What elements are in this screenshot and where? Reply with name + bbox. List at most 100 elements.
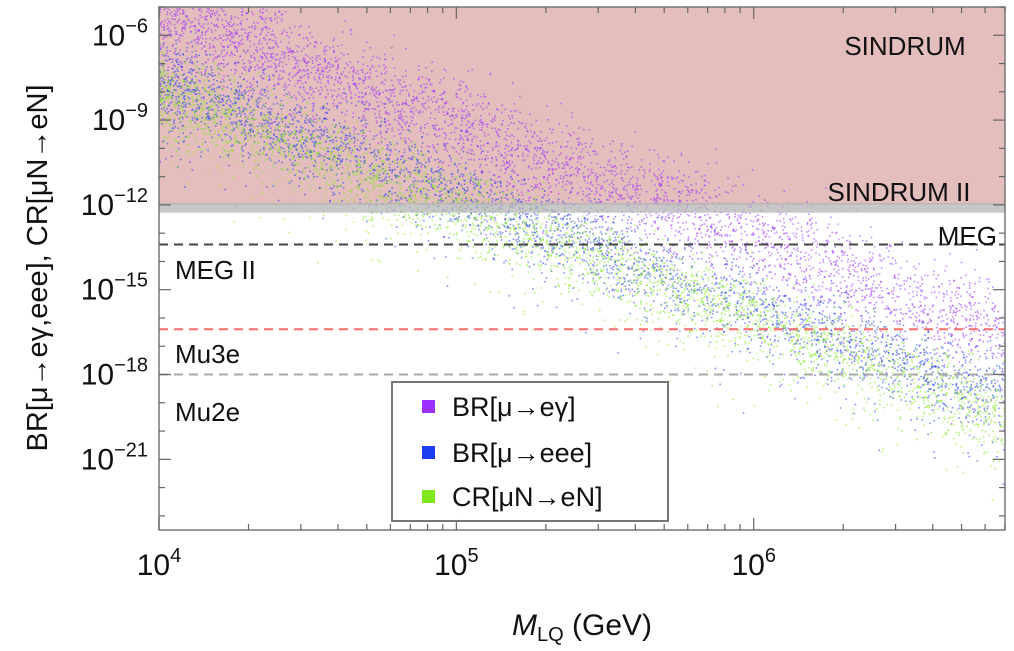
scatter-point — [574, 259, 577, 262]
scatter-point — [900, 266, 902, 269]
scatter-point — [278, 65, 280, 67]
scatter-point — [540, 201, 543, 203]
scatter-point — [352, 70, 354, 72]
scatter-point — [621, 245, 623, 247]
scatter-point — [399, 92, 401, 95]
scatter-point — [300, 50, 303, 52]
scatter-point — [238, 119, 241, 122]
scatter-point — [536, 214, 539, 216]
scatter-point — [618, 194, 621, 196]
scatter-point — [609, 195, 611, 197]
scatter-point — [291, 50, 293, 53]
scatter-point — [354, 139, 356, 142]
scatter-point — [449, 179, 452, 182]
scatter-point — [849, 353, 852, 356]
scatter-point — [590, 181, 592, 183]
scatter-point — [480, 122, 483, 124]
scatter-point — [945, 313, 947, 316]
scatter-point — [864, 259, 867, 262]
scatter-point — [992, 368, 995, 371]
scatter-point — [839, 282, 842, 284]
scatter-point — [559, 263, 561, 265]
scatter-point — [446, 180, 449, 183]
scatter-point — [513, 165, 516, 168]
scatter-point — [525, 127, 528, 129]
scatter-point — [942, 292, 945, 295]
scatter-point — [366, 65, 369, 67]
scatter-point — [627, 195, 630, 198]
scatter-point — [391, 178, 393, 181]
scatter-point — [787, 238, 790, 241]
scatter-point — [937, 366, 939, 368]
scatter-point — [461, 136, 463, 139]
scatter-point — [541, 188, 544, 190]
scatter-point — [280, 18, 283, 20]
scatter-point — [548, 167, 550, 170]
scatter-point — [673, 160, 675, 163]
scatter-point — [222, 99, 225, 102]
scatter-point — [376, 101, 378, 103]
scatter-point — [212, 10, 215, 12]
scatter-point — [348, 86, 350, 88]
scatter-point — [802, 239, 804, 242]
scatter-point — [159, 8, 161, 11]
scatter-point — [922, 321, 925, 324]
scatter-point — [258, 122, 261, 124]
scatter-point — [258, 41, 260, 43]
scatter-point — [715, 281, 718, 284]
scatter-point — [787, 273, 790, 275]
scatter-point — [958, 287, 960, 289]
scatter-point — [757, 240, 760, 242]
scatter-point — [701, 236, 703, 239]
scatter-point — [681, 190, 684, 192]
scatter-point — [263, 73, 266, 75]
scatter-point — [890, 245, 892, 248]
scatter-point — [657, 228, 659, 230]
scatter-point — [660, 183, 663, 185]
scatter-point — [715, 148, 717, 150]
scatter-point — [253, 56, 255, 59]
scatter-point — [841, 250, 843, 253]
scatter-point — [607, 226, 610, 229]
scatter-point — [701, 223, 704, 226]
scatter-point — [409, 157, 412, 160]
scatter-point — [827, 241, 830, 243]
scatter-point — [654, 222, 657, 224]
scatter-point — [439, 94, 442, 96]
scatter-point — [692, 199, 694, 202]
scatter-point — [703, 308, 706, 310]
scatter-point — [970, 358, 972, 361]
scatter-point — [975, 314, 978, 317]
scatter-point — [854, 262, 857, 264]
scatter-point — [894, 367, 896, 370]
scatter-point — [315, 59, 318, 62]
scatter-point — [235, 46, 238, 49]
scatter-point — [576, 171, 579, 173]
scatter-point — [726, 233, 728, 236]
scatter-point — [838, 257, 841, 259]
scatter-point — [528, 199, 530, 202]
scatter-point — [805, 278, 807, 280]
scatter-point — [740, 238, 743, 241]
scatter-point — [985, 399, 988, 401]
scatter-point — [368, 78, 371, 80]
scatter-point — [276, 21, 278, 24]
scatter-point — [557, 198, 560, 201]
scatter-point — [634, 201, 636, 204]
scatter-point — [195, 71, 198, 74]
scatter-point — [809, 224, 812, 226]
scatter-point — [764, 266, 766, 269]
scatter-point — [638, 168, 641, 171]
scatter-point — [363, 79, 366, 81]
scatter-point — [483, 144, 485, 146]
scatter-point — [725, 267, 727, 269]
scatter-point — [889, 245, 891, 247]
scatter-point — [242, 97, 245, 100]
scatter-point — [663, 246, 665, 248]
scatter-point — [523, 159, 526, 161]
scatter-point — [410, 140, 413, 143]
scatter-point — [841, 259, 843, 262]
scatter-point — [817, 299, 819, 302]
scatter-point — [740, 248, 742, 251]
scatter-point — [537, 140, 539, 142]
